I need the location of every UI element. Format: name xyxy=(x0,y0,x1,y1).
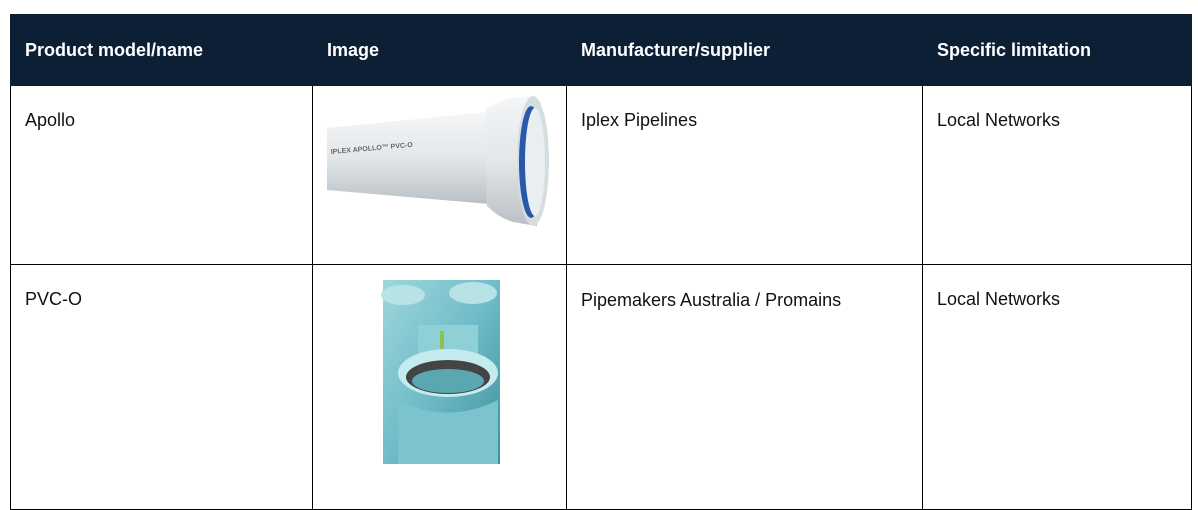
pipe-image xyxy=(313,265,567,486)
cell-text: Pipemakers Australia / Promains xyxy=(581,289,907,311)
pipe-image: IPLEX APOLLO™ PVC-O xyxy=(313,86,567,264)
cell: Local Networks xyxy=(923,86,1192,265)
header-cell: Specific limitation xyxy=(923,15,1192,86)
cell: Pipemakers Australia / Promains xyxy=(567,265,923,510)
product-table: Product model/name Image Manufacturer/su… xyxy=(10,14,1192,510)
header-row: Product model/name Image Manufacturer/su… xyxy=(11,15,1192,86)
cell: Local Networks xyxy=(923,265,1192,510)
image-cell: IPLEX APOLLO™ PVC-O xyxy=(313,86,567,265)
row: Apollo IPLEX APOLLO™ PVC-O Iplex Pipelin… xyxy=(11,86,1192,265)
image-cell xyxy=(313,265,567,510)
header-cell: Manufacturer/supplier xyxy=(567,15,923,86)
cell: Apollo xyxy=(11,86,313,265)
row: PVC-O Pipemakers Australia / Promains xyxy=(11,265,1192,510)
header-cell: Product model/name xyxy=(11,15,313,86)
header-cell: Image xyxy=(313,15,567,86)
cell: Iplex Pipelines xyxy=(567,86,923,265)
cell: PVC-O xyxy=(11,265,313,510)
page: Product model/name Image Manufacturer/su… xyxy=(0,0,1198,483)
